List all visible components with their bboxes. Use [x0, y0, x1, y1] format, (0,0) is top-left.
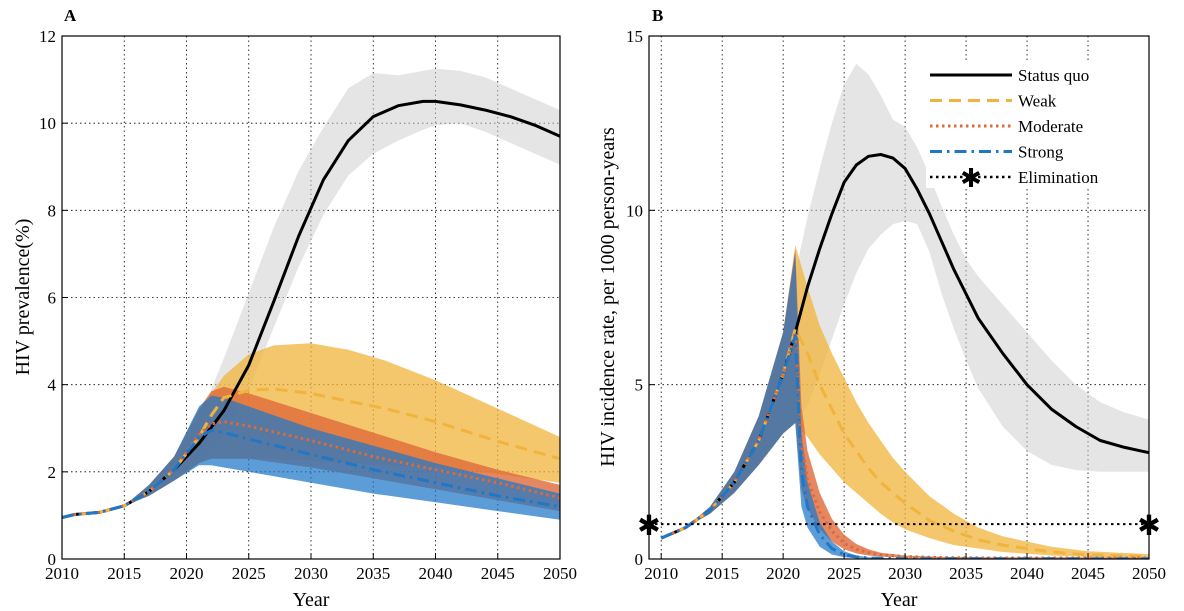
y-tick-label: 5 [635, 376, 644, 395]
x-tick-label: 2050 [1132, 564, 1166, 583]
x-tick-label: 2020 [766, 564, 800, 583]
x-tick-label: 2035 [949, 564, 983, 583]
y-tick-label: 10 [39, 114, 56, 133]
legend-label-weak: Weak [1018, 92, 1057, 111]
strong-uncertainty-band [62, 395, 560, 520]
x-tick-label: 2030 [888, 564, 922, 583]
y-tick-label: 15 [626, 27, 643, 46]
elimination-marker: ✱ [1137, 511, 1160, 542]
panel-a-chart: 2010 2015 2020 2025 2030 2035 2040 2045 2050 0 2 4 6… [12, 6, 577, 611]
x-tick-label: 2040 [419, 564, 453, 583]
weak-line [62, 387, 560, 520]
y-tick-label: 6 [48, 289, 57, 308]
panel-a-ticks: 2010 2015 2020 2025 2030 2035 2040 2045 2050 0 2 4 6… [39, 27, 577, 583]
x-tick-label: 2025 [827, 564, 861, 583]
y-tick-label: 2 [48, 463, 57, 482]
y-tick-label: 12 [39, 27, 56, 46]
panel-b-markers: ✱ ✱ [637, 511, 1160, 542]
x-tick-label: 2010 [45, 564, 79, 583]
x-tick-label: 2015 [107, 564, 141, 583]
x-tick-label: 2015 [705, 564, 739, 583]
legend-label-status-quo: Status quo [1018, 66, 1089, 85]
x-tick-label: 2050 [543, 564, 577, 583]
panel-a-bands [62, 68, 560, 520]
panel-a-y-axis-label: HIV prevalence(%) [12, 219, 34, 376]
y-tick-label: 8 [48, 201, 57, 220]
legend-label-moderate: Moderate [1018, 117, 1083, 136]
panel-b-chart: 2010 2015 2020 2025 2030 2035 2040 2045 2050 0 5 10… [597, 6, 1166, 611]
legend-marker-elimination: ✱ [960, 164, 982, 193]
strong-line [62, 428, 560, 520]
panel-b-frame [648, 35, 1150, 560]
y-tick-label: 10 [626, 201, 643, 220]
x-tick-label: 2035 [356, 564, 390, 583]
panel-b-y-axis-label: HIV incidence rate, per 1000 person-year… [597, 127, 619, 467]
y-tick-label: 0 [48, 550, 57, 569]
moderate-line [660, 330, 1149, 559]
x-tick-label: 2020 [170, 564, 204, 583]
y-tick-label: 0 [635, 550, 644, 569]
x-tick-label: 2040 [1010, 564, 1044, 583]
legend-label-elimination: Elimination [1018, 168, 1099, 187]
legend-label-strong: Strong [1018, 143, 1064, 162]
panel-b-ticks: 2010 2015 2020 2025 2030 2035 2040 2045 2050 0 5 10… [626, 27, 1166, 583]
panel-a-label: A [64, 6, 77, 25]
elimination-marker: ✱ [637, 511, 660, 542]
x-tick-label: 2045 [481, 564, 515, 583]
panel-b-legend: Status quo Weak Moderate Strong ✱ Elimination [926, 62, 1126, 193]
panel-a-lines [62, 99, 560, 520]
x-tick-label: 2030 [294, 564, 328, 583]
y-tick-label: 4 [48, 376, 57, 395]
panel-b-bands [661, 63, 1149, 559]
panel-b-label: B [652, 6, 663, 25]
panel-a-x-axis-label: Year [293, 589, 330, 611]
status-quo-uncertainty-band [62, 68, 560, 518]
weak-uncertainty-band [661, 245, 1149, 558]
panel-b-x-axis-label: Year [881, 589, 918, 611]
x-tick-label: 2045 [1071, 564, 1105, 583]
x-tick-label: 2025 [232, 564, 266, 583]
legend-background [926, 62, 1126, 188]
x-tick-label: 2010 [644, 564, 678, 583]
